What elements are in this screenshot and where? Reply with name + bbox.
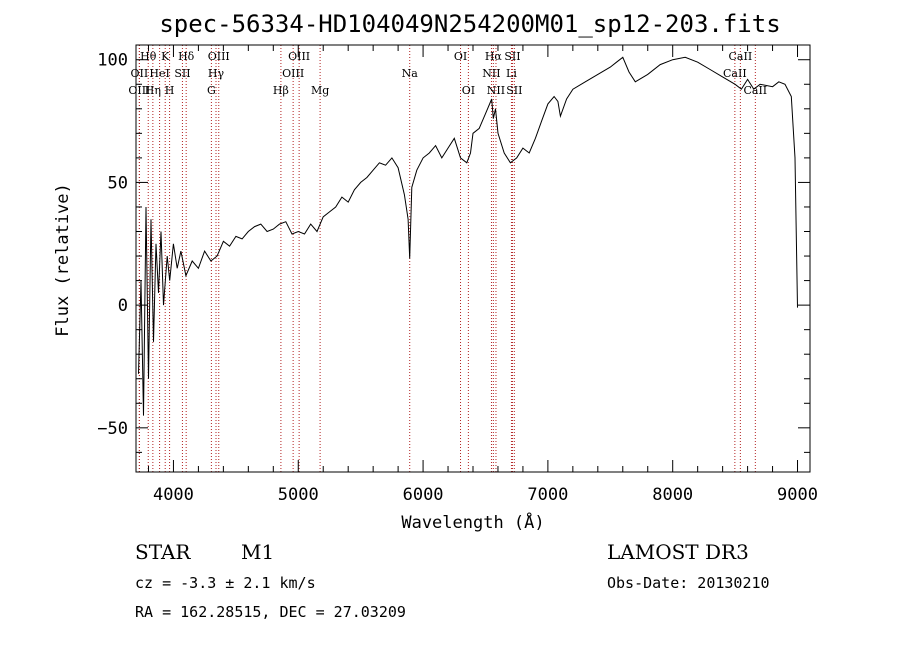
y-tick-label: 50 <box>108 173 128 193</box>
chart-title: spec-56334-HD104049N254200M01_sp12-203.f… <box>159 10 780 38</box>
spectral-line-label: Hη <box>145 84 161 97</box>
x-axis-label: Wavelength (Å) <box>401 511 544 533</box>
redshift-readout: cz = -3.3 ± 2.1 km/s <box>135 574 316 592</box>
spectral-line-label: Hθ <box>140 50 157 63</box>
spectral-line-label: Li <box>506 67 517 80</box>
spectral-line-label: Hβ <box>273 84 289 97</box>
spectral-line-label: H <box>165 84 175 97</box>
spectral-line-label: K <box>161 50 170 63</box>
object-class: STAR <box>135 540 191 564</box>
spectral-line-label: OI <box>454 50 467 63</box>
y-tick-label: 0 <box>118 296 128 316</box>
x-tick-label: 9000 <box>777 485 818 505</box>
spectral-line-label: SII <box>174 67 190 80</box>
spectral-line-label: SII <box>504 50 520 63</box>
x-tick-label: 7000 <box>527 485 568 505</box>
spectral-line-label: HeI <box>149 67 169 80</box>
spectral-line-label: OI <box>462 84 475 97</box>
spectral-line-label: NII <box>482 67 500 80</box>
y-tick-label: 100 <box>97 51 128 71</box>
y-axis-label: Flux (relative) <box>53 183 73 337</box>
spectral-line-label: CaII <box>723 67 747 80</box>
spectral-line-label: G <box>207 84 216 97</box>
spectral-line-label: Na <box>402 67 419 80</box>
spectral-line-markers <box>138 45 756 472</box>
x-tick-label: 5000 <box>278 485 319 505</box>
spectral-line-label: OIII <box>288 50 310 63</box>
x-tick-label: 6000 <box>403 485 444 505</box>
spectral-line-label: CaII <box>729 50 753 63</box>
spectrum-line <box>138 56 798 416</box>
spectral-line-label: Hα <box>485 50 503 63</box>
spectral-line-label: OIII <box>282 67 304 80</box>
object-subclass: M1 <box>241 540 275 564</box>
x-tick-label: 4000 <box>153 485 194 505</box>
y-tick-label: −50 <box>97 419 128 439</box>
spectral-line-label: Hγ <box>208 67 225 80</box>
observation-date: Obs-Date: 20130210 <box>607 574 770 592</box>
x-tick-label: 8000 <box>652 485 693 505</box>
spectral-line-label: Hδ <box>178 50 195 63</box>
coordinates-readout: RA = 162.28515, DEC = 27.03209 <box>135 603 406 621</box>
axis-ticks: 4000 5000 6000 7000 8000 9000 −50 0 50 100 <box>97 45 818 505</box>
spectral-line-label: CaII <box>743 84 767 97</box>
spectral-line-label: Mg <box>311 84 329 97</box>
spectral-line-label: OIII <box>128 84 150 97</box>
spectral-line-label: OIII <box>208 50 230 63</box>
survey-name: LAMOST DR3 <box>607 540 749 564</box>
spectral-line-label: NII <box>487 84 505 97</box>
spectral-line-label: SII <box>506 84 522 97</box>
spectral-line-label: OII <box>131 67 149 80</box>
plot-frame <box>135 44 811 473</box>
